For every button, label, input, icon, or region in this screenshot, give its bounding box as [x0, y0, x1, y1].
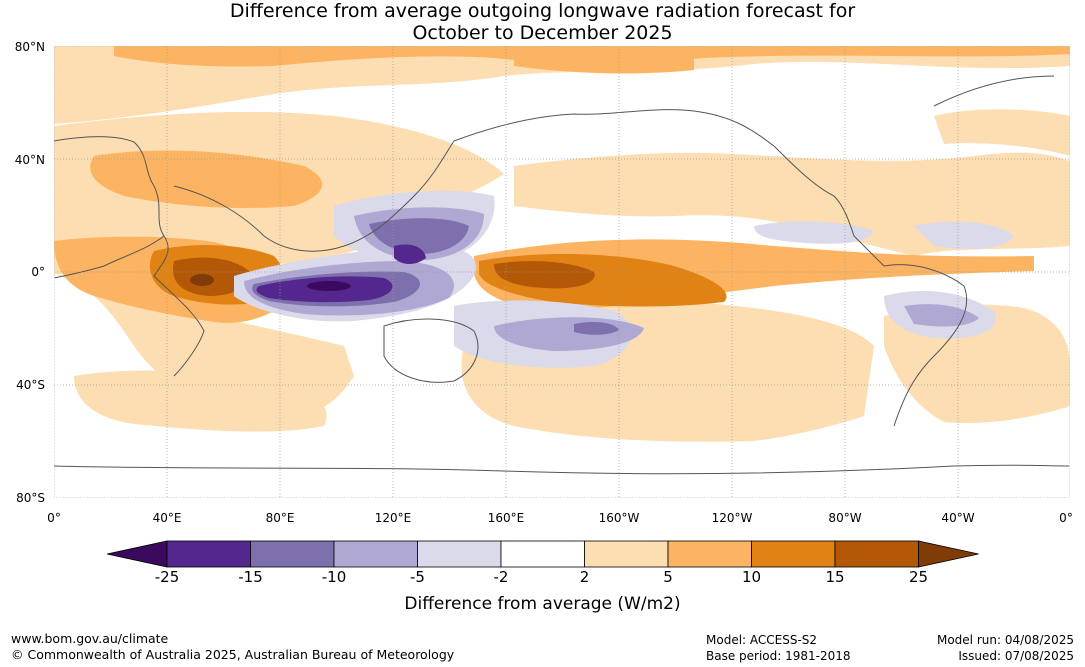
footer-left: www.bom.gov.au/climate © Commonwealth of… [11, 631, 454, 663]
lat-label-80n: 80°N [14, 40, 45, 54]
colorbar-tick-label: 25 [908, 568, 929, 586]
colorbar-tick-label: -2 [493, 568, 509, 586]
colorbar-segment [417, 540, 502, 568]
colorbar-segment [500, 540, 585, 568]
lat-label-40s: 40°S [16, 378, 45, 392]
lon-label-80e: 80°E [265, 511, 295, 525]
lon-label-160e: 160°E [487, 511, 525, 525]
title-line-2: October to December 2025 [412, 22, 673, 44]
colorbar-tick-label: 10 [741, 568, 762, 586]
footer-model-info: Model: ACCESS-S2 Base period: 1981-2018 [706, 632, 851, 664]
lon-label-0-west: 0° [47, 511, 61, 525]
lat-label-40n: 40°N [14, 153, 45, 167]
lon-label-40e: 40°E [152, 511, 182, 525]
footer-model-run: Model run: 04/08/2025 [936, 633, 1074, 647]
anomaly-above-25-layer [190, 274, 214, 286]
lon-label-160w: 160°W [598, 511, 640, 525]
colorbar-tick-label: -25 [154, 568, 180, 586]
colorbar-segments [107, 540, 979, 568]
lon-label-120w: 120°W [711, 511, 753, 525]
colorbar-segment [333, 540, 418, 568]
colorbar-extend-low [107, 540, 168, 568]
footer-issued: Issued: 07/08/2025 [958, 649, 1074, 663]
lon-label-40w: 40°W [941, 511, 975, 525]
colorbar-segment [751, 540, 836, 568]
footer-url[interactable]: www.bom.gov.au/climate [11, 631, 169, 646]
anomaly-below-neg25-layer [307, 281, 351, 291]
footer-base-period: Base period: 1981-2018 [706, 649, 851, 663]
coastlines [54, 75, 1070, 475]
colorbar-tick-label: -15 [238, 568, 263, 586]
map-title: Difference from average outgoing longwav… [0, 0, 1085, 44]
graticule [54, 46, 1070, 498]
colorbar-segment [250, 540, 335, 568]
colorbar-segment [667, 540, 752, 568]
colorbar-extend-high [918, 540, 979, 568]
title-line-1: Difference from average outgoing longwav… [229, 0, 856, 22]
lat-label-0: 0° [31, 265, 45, 279]
footer-copyright: © Commonwealth of Australia 2025, Austra… [11, 647, 455, 662]
colorbar [107, 540, 979, 568]
lon-label-80w: 80°W [828, 511, 862, 525]
lat-label-80s: 80°S [16, 491, 45, 505]
map-canvas [54, 46, 1070, 498]
anomaly-2-5-layer [54, 46, 1070, 442]
colorbar-segment [584, 540, 669, 568]
colorbar-tick-label: 2 [579, 568, 590, 586]
footer-model: Model: ACCESS-S2 [706, 633, 818, 647]
colorbar-tick-label: -10 [321, 568, 347, 586]
lon-label-120e: 120°E [374, 511, 412, 525]
colorbar-tick-label: 5 [663, 568, 673, 586]
footer-dates: Model run: 04/08/2025 Issued: 07/08/2025 [937, 632, 1074, 664]
colorbar-segment [834, 540, 919, 568]
lon-label-0-east: 0° [1059, 511, 1073, 525]
olr-anomaly-map [54, 46, 1070, 498]
colorbar-tick-label: 15 [825, 568, 845, 586]
colorbar-segment [166, 540, 251, 568]
colorbar-tick-label: -5 [410, 568, 425, 586]
colorbar-title: Difference from average (W/m2) [404, 594, 681, 614]
